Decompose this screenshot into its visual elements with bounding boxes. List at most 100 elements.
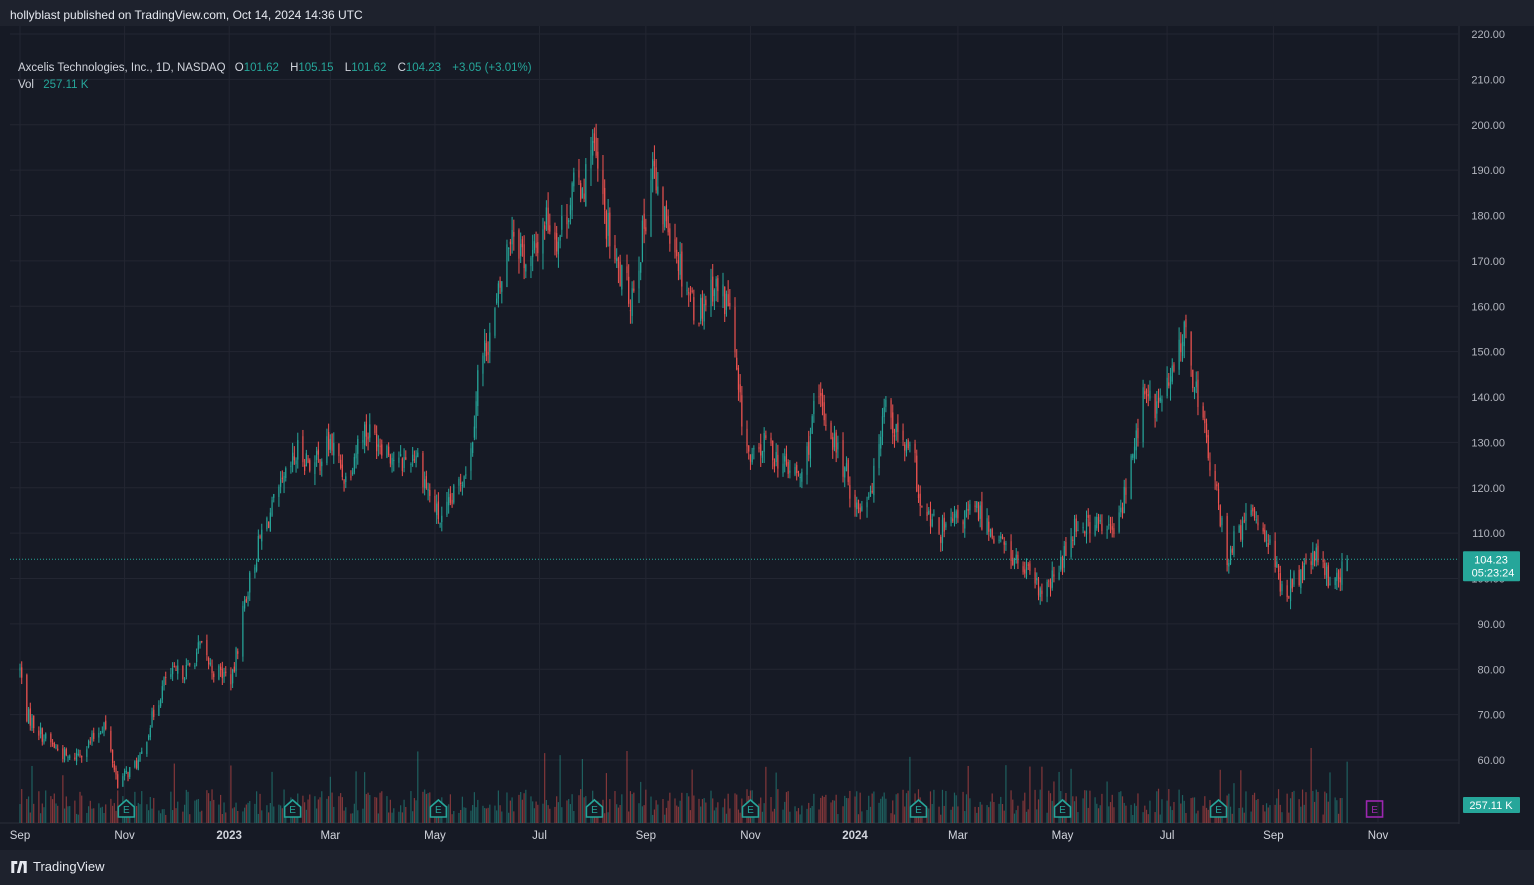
price-chart[interactable]: 220.00 210.00 200.00 190.00 180.00 170.00 160.… <box>0 26 1534 850</box>
chart-frame[interactable]: 220.00 210.00 200.00 190.00 180.00 170.00 160.… <box>0 26 1534 850</box>
candle-body <box>379 445 381 448</box>
earnings-marker[interactable]: E <box>429 798 448 818</box>
candle-body <box>1178 339 1180 370</box>
candle-body <box>509 241 511 245</box>
candle-body <box>1144 391 1146 395</box>
candle-body <box>367 436 369 440</box>
volume-bar <box>1250 811 1252 823</box>
candle-body <box>1015 554 1017 561</box>
candle-body <box>376 434 378 452</box>
candle-body <box>821 392 824 406</box>
volume-bar <box>343 810 345 823</box>
volume-bar <box>1085 790 1088 823</box>
candle-body <box>931 519 933 527</box>
volume-bar <box>821 795 824 823</box>
candle-body <box>489 332 491 352</box>
volume-bar <box>1346 761 1348 823</box>
candle-body <box>55 746 57 748</box>
earnings-marker[interactable]: E <box>909 798 928 818</box>
candle-body <box>967 509 969 511</box>
volume-bar <box>93 808 95 823</box>
candle-body <box>1109 524 1112 526</box>
volume-bar <box>197 798 199 823</box>
candle-body <box>1173 364 1175 372</box>
volume-bar <box>1269 805 1271 823</box>
candle-body <box>737 367 740 390</box>
candle-body <box>662 187 664 225</box>
candle-body <box>1025 567 1028 578</box>
candle-body <box>446 501 448 515</box>
candle-body <box>340 459 342 468</box>
candle-body <box>700 298 702 321</box>
earnings-marker[interactable]: E <box>1209 798 1228 818</box>
volume-bar <box>1120 791 1122 823</box>
candle-body <box>437 501 439 519</box>
candle-body <box>775 451 777 462</box>
candle-body <box>734 306 736 353</box>
earnings-marker[interactable]: E <box>1365 800 1384 818</box>
candle-body <box>797 471 800 473</box>
volume-bar <box>652 814 654 823</box>
candle-body <box>1183 321 1185 347</box>
earnings-marker[interactable]: E <box>585 798 604 818</box>
earnings-marker[interactable]: E <box>1053 798 1072 818</box>
candle-body <box>847 459 849 482</box>
candle-body <box>434 495 436 511</box>
candle-body <box>729 302 731 307</box>
volume-bar <box>1192 797 1194 823</box>
price-tick-label: 170.00 <box>1471 256 1505 268</box>
earnings-marker[interactable]: E <box>117 798 136 818</box>
candle-body <box>1168 382 1170 386</box>
candle-body <box>1097 516 1100 524</box>
candle-body <box>1312 551 1314 566</box>
candle-body <box>172 668 174 675</box>
volume-bar <box>869 806 872 823</box>
candle-body <box>369 424 371 438</box>
volume-bar <box>487 807 489 823</box>
volume-bar <box>789 811 791 823</box>
candle-body <box>1087 515 1089 518</box>
candle-body <box>578 170 580 178</box>
volume-bar <box>813 793 815 823</box>
volume-bar <box>206 790 208 823</box>
volume-bar <box>1154 812 1156 823</box>
volume-bar <box>151 808 153 823</box>
volume-bar <box>847 798 849 823</box>
volume-bar <box>977 807 980 823</box>
earnings-marker[interactable]: E <box>283 798 302 818</box>
candle-body <box>796 465 798 474</box>
volume-bar <box>113 803 115 823</box>
volume-bar <box>969 798 971 823</box>
time-tick-label: Nov <box>1368 830 1389 842</box>
volume-bar <box>784 801 786 823</box>
candle-body <box>993 538 995 543</box>
volume-bar <box>451 814 453 823</box>
candle-body <box>1240 525 1242 540</box>
candle-body <box>189 663 191 665</box>
volume-bar <box>1317 791 1319 823</box>
tradingview-brand[interactable]: TradingView <box>10 859 105 874</box>
candle-body <box>331 433 333 451</box>
candle-body <box>1245 513 1247 521</box>
candle-body <box>945 523 947 528</box>
volume-bar <box>640 781 642 823</box>
volume-bar <box>940 814 942 823</box>
earnings-marker[interactable]: E <box>741 798 760 818</box>
candle-body <box>170 674 172 677</box>
volume-bar <box>185 789 187 823</box>
volume-bar <box>1339 798 1341 823</box>
candle-body <box>487 352 489 355</box>
candle-body <box>81 756 83 758</box>
volume-bar <box>1257 799 1259 823</box>
volume-bar <box>619 804 621 823</box>
volume-bar <box>545 799 547 823</box>
candle-body <box>893 434 896 437</box>
symbol-name[interactable]: Axcelis Technologies, Inc., 1D, NASDAQ <box>18 62 226 74</box>
candle-body <box>417 452 419 458</box>
volume-bar <box>1240 770 1242 823</box>
candle-body <box>713 290 716 297</box>
volume-bar <box>1324 791 1326 823</box>
volume-bar <box>1097 808 1100 823</box>
volume-bar <box>568 799 570 823</box>
volume-bar <box>51 799 54 823</box>
